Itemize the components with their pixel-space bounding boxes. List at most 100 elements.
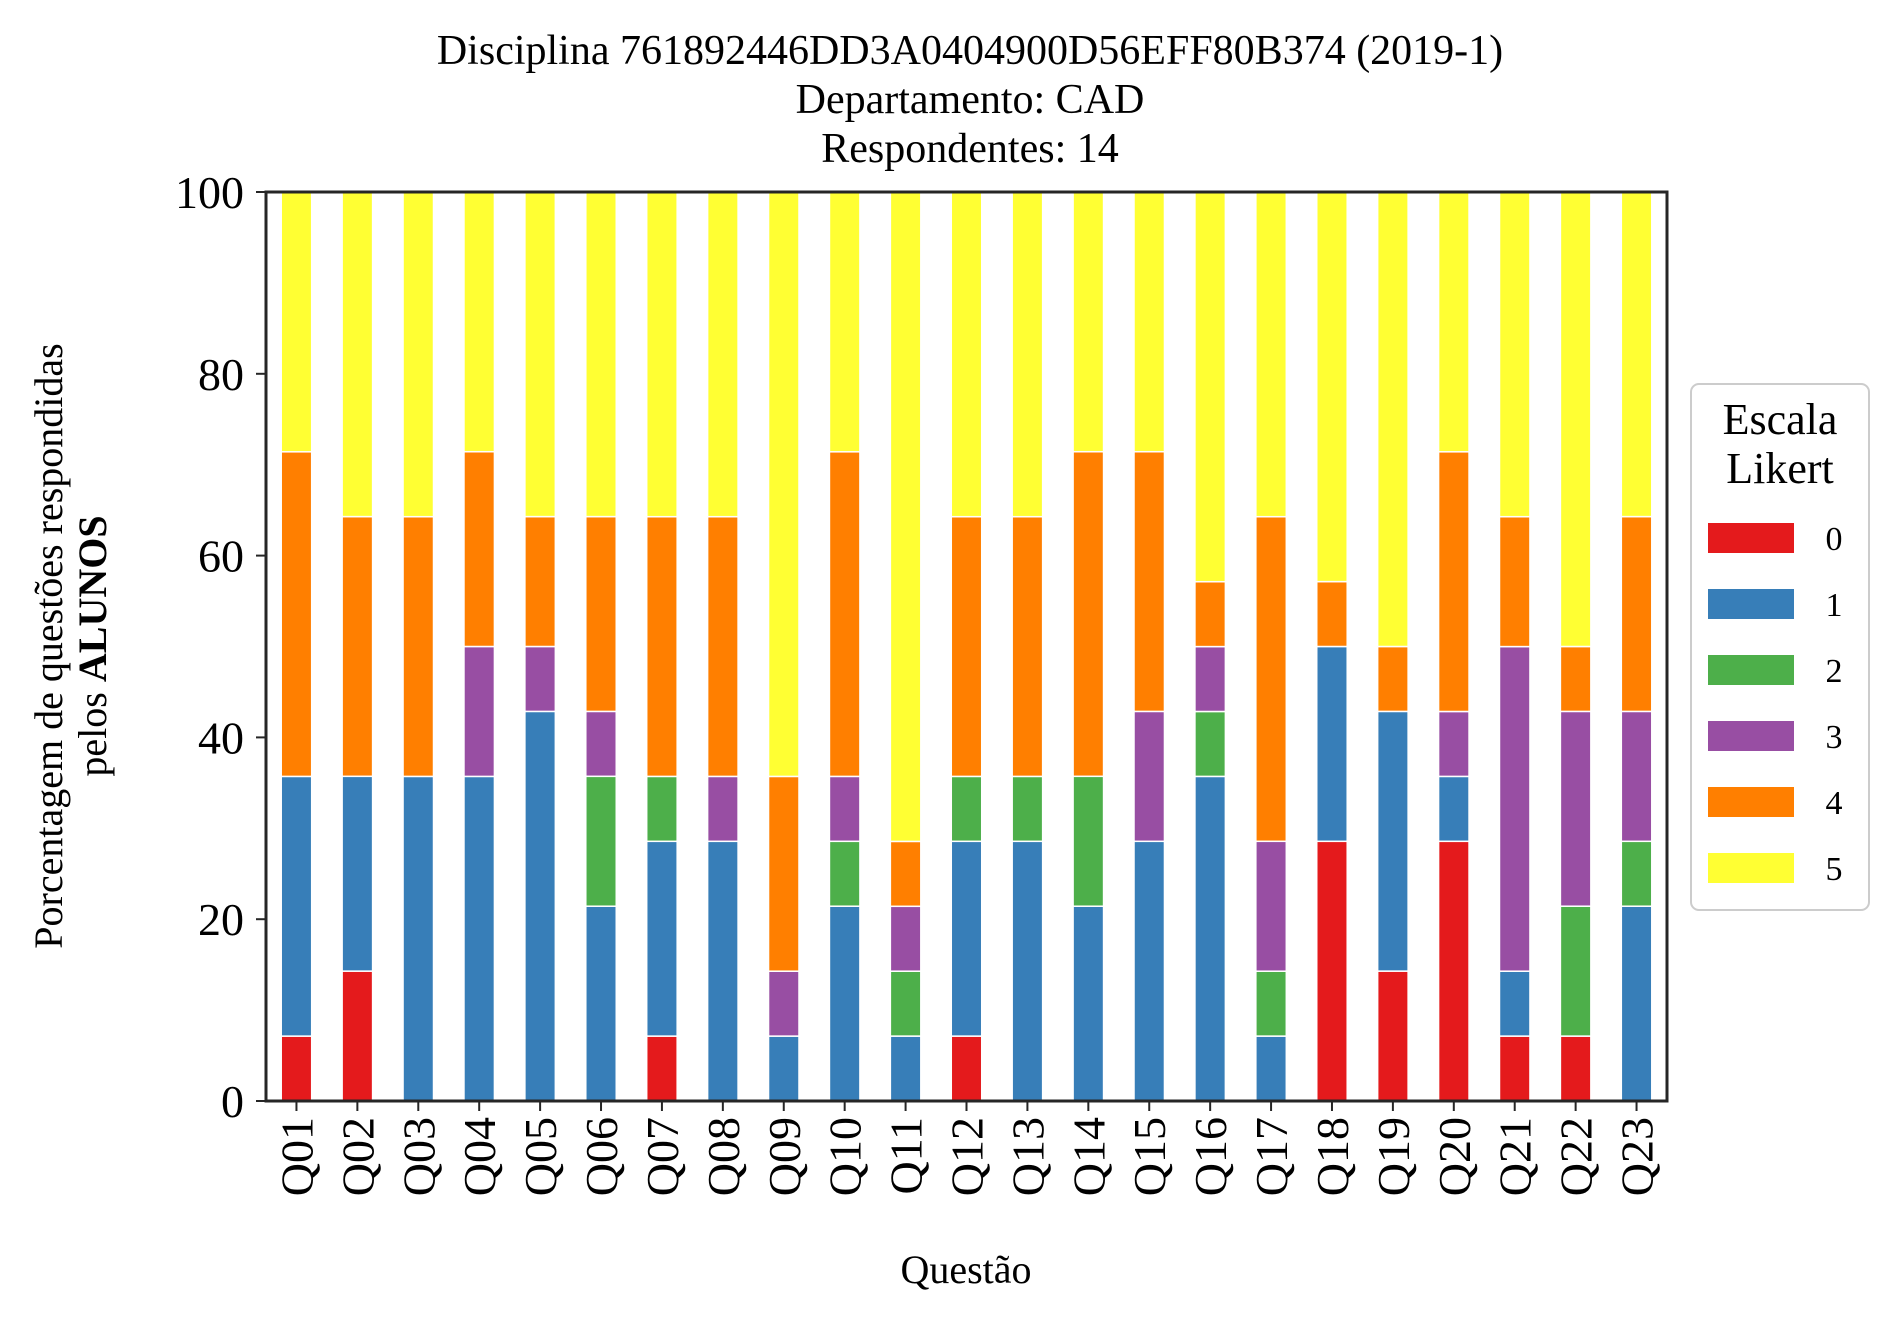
- bar-q21-level-1: [1498, 970, 1531, 1037]
- bar-q21-level-4: [1498, 515, 1531, 648]
- y-tick-label: 0: [221, 1076, 244, 1127]
- bar-q10-level-1: [828, 905, 861, 1102]
- legend-label-3: 3: [1826, 719, 1843, 756]
- bar-q23-level-2: [1620, 840, 1653, 907]
- bar-q10-level-2: [828, 840, 861, 907]
- legend-swatch-1: [1708, 589, 1794, 619]
- x-tick-label-q14: Q14: [1063, 1117, 1114, 1196]
- legend-swatch-3: [1708, 721, 1794, 751]
- x-tick-label-q01: Q01: [271, 1117, 322, 1196]
- bar-q10-level-5: [828, 191, 861, 453]
- bar-q08-level-4: [706, 515, 739, 778]
- bar-q02-level-4: [341, 515, 374, 778]
- title-line-3: Respondentes: 14: [821, 126, 1118, 172]
- bars: [280, 191, 1653, 1102]
- bar-q04-level-5: [463, 191, 496, 453]
- bar-q11-level-3: [889, 905, 922, 972]
- bar-q01-level-1: [280, 775, 313, 1037]
- legend: Escala Likert 0 1 2 3 4 5: [1690, 383, 1870, 911]
- bar-q20-level-3: [1437, 710, 1470, 778]
- x-tick-label-q11: Q11: [881, 1117, 932, 1195]
- bar-q22-level-3: [1559, 710, 1592, 907]
- bar-q13-level-5: [1011, 191, 1044, 518]
- legend-swatch-5: [1708, 853, 1794, 883]
- bar-q17-level-1: [1255, 1035, 1288, 1102]
- bar-q11-level-4: [889, 840, 922, 908]
- bar-q15-level-4: [1133, 450, 1166, 713]
- bar-q09-level-3: [767, 970, 800, 1037]
- bar-q06-level-1: [585, 905, 617, 1102]
- x-tick-label-q22: Q22: [1551, 1117, 1602, 1196]
- bar-q04-level-1: [463, 775, 496, 1102]
- x-tick-label-q10: Q10: [820, 1117, 871, 1196]
- bar-q15-level-1: [1133, 840, 1166, 1102]
- bar-q04-level-4: [463, 450, 496, 648]
- bar-q11-level-2: [889, 970, 922, 1037]
- bar-q18-level-1: [1316, 645, 1348, 843]
- bar-q18-level-4: [1316, 580, 1348, 648]
- bar-q22-level-4: [1559, 645, 1592, 713]
- bar-q03-level-1: [402, 775, 435, 1102]
- bar-q04-level-3: [463, 645, 496, 778]
- x-tick-label-q18: Q18: [1307, 1117, 1358, 1196]
- x-tick-label-q04: Q04: [454, 1117, 505, 1196]
- bar-q05-level-4: [524, 515, 557, 648]
- title-line-1: Disciplina 761892446DD3A0404900D56EFF80B…: [437, 28, 1503, 74]
- bar-q09-level-5: [767, 191, 800, 778]
- x-tick-label-q06: Q06: [576, 1117, 627, 1196]
- bar-q17-level-5: [1255, 191, 1288, 518]
- bar-q21-level-3: [1498, 645, 1531, 972]
- x-tick-label-q15: Q15: [1124, 1117, 1175, 1196]
- x-tick-label-q03: Q03: [393, 1117, 444, 1196]
- bar-q22-level-0: [1559, 1035, 1592, 1102]
- legend-label-1: 1: [1826, 587, 1843, 624]
- bar-q15-level-5: [1133, 191, 1166, 453]
- bar-q13-level-4: [1011, 515, 1044, 778]
- x-tick-label-q02: Q02: [332, 1117, 383, 1196]
- bar-q22-level-5: [1559, 191, 1592, 648]
- bar-q13-level-1: [1011, 840, 1044, 1102]
- bar-q08-level-5: [706, 191, 739, 518]
- legend-swatch-4: [1708, 787, 1794, 817]
- bar-q06-level-4: [585, 515, 617, 713]
- bar-q06-level-2: [585, 775, 617, 907]
- bar-q20-level-5: [1437, 191, 1470, 453]
- x-tick-label-q05: Q05: [515, 1117, 566, 1196]
- bar-q21-level-5: [1498, 191, 1531, 518]
- bar-q11-level-1: [889, 1035, 922, 1102]
- x-tick-label-q07: Q07: [637, 1117, 688, 1196]
- bar-q14-level-4: [1072, 450, 1105, 778]
- bar-q07-level-0: [645, 1035, 678, 1102]
- legend-label-0: 0: [1826, 521, 1843, 558]
- bar-q12-level-2: [950, 775, 983, 843]
- bar-q17-level-3: [1255, 840, 1288, 972]
- x-axis-label: Questão: [900, 1247, 1031, 1292]
- x-tick-label-q21: Q21: [1490, 1117, 1541, 1196]
- bar-q20-level-0: [1437, 840, 1470, 1102]
- bar-q23-level-5: [1620, 191, 1653, 518]
- legend-items: 0 1 2 3 4 5: [1708, 521, 1843, 888]
- y-axis-ticks: 0 20 40 60 80 100: [175, 167, 266, 1127]
- bar-q16-level-1: [1194, 775, 1227, 1102]
- bar-q09-level-4: [767, 775, 800, 972]
- x-tick-label-q13: Q13: [1002, 1117, 1053, 1196]
- bar-q07-level-1: [645, 840, 678, 1037]
- bar-q02-level-5: [341, 191, 374, 518]
- bar-q19-level-4: [1376, 645, 1409, 713]
- bar-q17-level-2: [1255, 970, 1288, 1037]
- bar-q05-level-1: [524, 710, 557, 1102]
- bar-q05-level-3: [524, 645, 557, 713]
- x-tick-label-q20: Q20: [1429, 1117, 1480, 1196]
- x-axis-ticks: Q01 Q02 Q03 Q04 Q05 Q06 Q07 Q08 Q09 Q10 Q11 Q12 Q13 Q…: [271, 1101, 1663, 1196]
- bar-q19-level-1: [1376, 710, 1409, 972]
- bar-q14-level-1: [1072, 905, 1105, 1102]
- bar-q10-level-4: [828, 451, 861, 778]
- bar-q07-level-2: [645, 775, 678, 843]
- y-axis-label-prefix: pelos: [70, 682, 115, 776]
- bar-q06-level-5: [585, 191, 617, 518]
- x-tick-label-q16: Q16: [1185, 1117, 1236, 1196]
- bar-q23-level-1: [1620, 905, 1653, 1102]
- chart-title: Disciplina 761892446DD3A0404900D56EFF80B…: [437, 28, 1503, 172]
- bar-q02-level-1: [341, 775, 374, 972]
- bar-q15-level-3: [1133, 710, 1166, 843]
